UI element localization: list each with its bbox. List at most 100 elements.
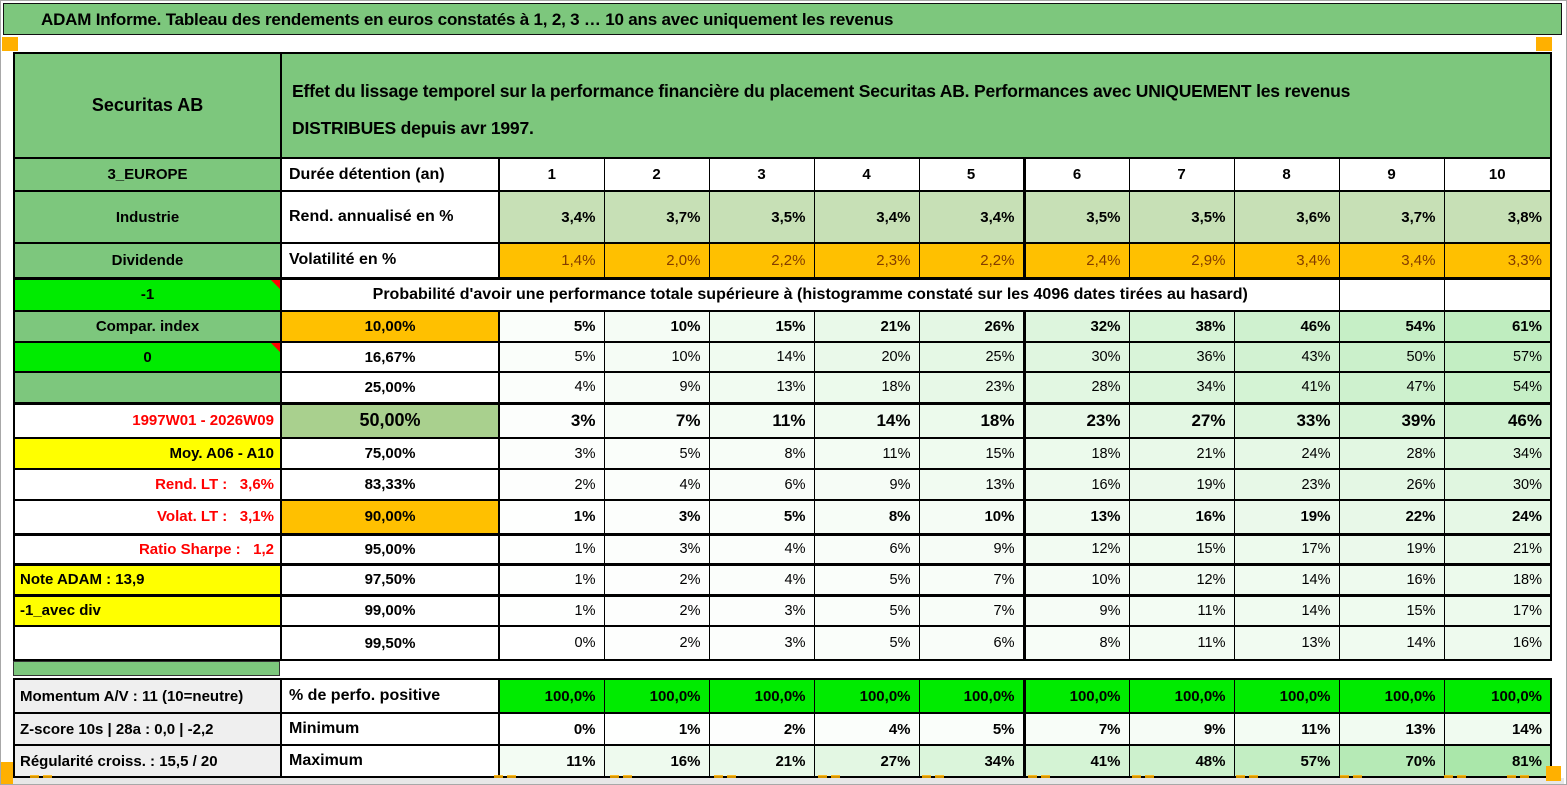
label-p99_5[interactable] bbox=[13, 625, 282, 661]
cell-p50-y8[interactable]: 33% bbox=[1233, 401, 1340, 439]
cell-p97_5-y9[interactable]: 16% bbox=[1338, 562, 1445, 596]
sublabel-p95[interactable]: 95,00% bbox=[280, 532, 500, 565]
cell-positive_perf-y9[interactable]: 100,0% bbox=[1338, 678, 1445, 714]
cell-volatility-y4[interactable]: 2,3% bbox=[813, 242, 920, 279]
cell-p25-y8[interactable]: 41% bbox=[1233, 371, 1340, 404]
title-banner-cell[interactable]: ADAM Informe. Tableau des rendements en … bbox=[3, 3, 1562, 35]
cell-p99_5-y10[interactable]: 16% bbox=[1443, 625, 1552, 661]
cell-annualized_return-y2[interactable]: 3,7% bbox=[603, 190, 710, 244]
cell-p25-y10[interactable]: 54% bbox=[1443, 371, 1552, 404]
cell-p99_5-y9[interactable]: 14% bbox=[1338, 625, 1445, 661]
cell-p99-y7[interactable]: 11% bbox=[1128, 593, 1235, 627]
label-p50[interactable]: 1997W01 - 2026W09 bbox=[13, 401, 282, 439]
cell-p16_67-y9[interactable]: 50% bbox=[1338, 341, 1445, 373]
label-p75[interactable]: Moy. A06 - A10 bbox=[13, 437, 282, 470]
cell-p16_67-y1[interactable]: 5% bbox=[498, 341, 605, 373]
cell-p83_33-y1[interactable]: 2% bbox=[498, 468, 605, 501]
fund-description-cell[interactable]: Effet du lissage temporel sur la perform… bbox=[280, 52, 1552, 159]
sublabel-p10[interactable]: 10,00% bbox=[280, 310, 500, 343]
cell-p97_5-y10[interactable]: 18% bbox=[1443, 562, 1552, 596]
cell-maximum-y3[interactable]: 21% bbox=[708, 744, 815, 778]
cell-positive_perf-y4[interactable]: 100,0% bbox=[813, 678, 920, 714]
cell-p25-y3[interactable]: 13% bbox=[708, 371, 815, 404]
cell-p16_67-y7[interactable]: 36% bbox=[1128, 341, 1235, 373]
cell-p75-y4[interactable]: 11% bbox=[813, 437, 920, 470]
cell-annualized_return-y9[interactable]: 3,7% bbox=[1338, 190, 1445, 244]
sublabel-p50[interactable]: 50,00% bbox=[280, 401, 500, 439]
cell-volatility-y7[interactable]: 2,9% bbox=[1128, 242, 1235, 279]
label-p10[interactable]: Compar. index bbox=[13, 310, 282, 343]
cell-p95-y7[interactable]: 15% bbox=[1128, 532, 1235, 565]
cell-p10-y2[interactable]: 10% bbox=[603, 310, 710, 343]
cell-minimum-y2[interactable]: 1% bbox=[603, 712, 710, 746]
cell-p25-y6[interactable]: 28% bbox=[1022, 371, 1130, 404]
sublabel-maximum[interactable]: Maximum bbox=[280, 744, 500, 778]
label-p97_5[interactable]: Note ADAM : 13,9 bbox=[13, 562, 282, 596]
cell-p10-y5[interactable]: 26% bbox=[918, 310, 1025, 343]
cell-p16_67-y4[interactable]: 20% bbox=[813, 341, 920, 373]
cell-positive_perf-y5[interactable]: 100,0% bbox=[918, 678, 1025, 714]
cell-p97_5-y7[interactable]: 12% bbox=[1128, 562, 1235, 596]
cell-p99-y6[interactable]: 9% bbox=[1022, 593, 1130, 627]
cell-p50-y2[interactable]: 7% bbox=[603, 401, 710, 439]
label-p95[interactable]: Ratio Sharpe : 1,2 bbox=[13, 532, 282, 565]
cell-p95-y5[interactable]: 9% bbox=[918, 532, 1025, 565]
cell-probability_header-empty-1[interactable] bbox=[1338, 276, 1445, 312]
cell-p99-y4[interactable]: 5% bbox=[813, 593, 920, 627]
cell-duration-y1[interactable]: 1 bbox=[498, 157, 605, 192]
cell-p50-y3[interactable]: 11% bbox=[708, 401, 815, 439]
cell-duration-y5[interactable]: 5 bbox=[918, 157, 1025, 192]
cell-p99-y9[interactable]: 15% bbox=[1338, 593, 1445, 627]
cell-maximum-y2[interactable]: 16% bbox=[603, 744, 710, 778]
cell-annualized_return-y7[interactable]: 3,5% bbox=[1128, 190, 1235, 244]
cell-p75-y10[interactable]: 34% bbox=[1443, 437, 1552, 470]
sublabel-p83_33[interactable]: 83,33% bbox=[280, 468, 500, 501]
cell-p75-y8[interactable]: 24% bbox=[1233, 437, 1340, 470]
cell-p90-y7[interactable]: 16% bbox=[1128, 499, 1235, 535]
cell-volatility-y1[interactable]: 1,4% bbox=[498, 242, 605, 279]
cell-p97_5-y6[interactable]: 10% bbox=[1022, 562, 1130, 596]
cell-p50-y9[interactable]: 39% bbox=[1338, 401, 1445, 439]
cell-p95-y1[interactable]: 1% bbox=[498, 532, 605, 565]
cell-p50-y7[interactable]: 27% bbox=[1128, 401, 1235, 439]
cell-positive_perf-y8[interactable]: 100,0% bbox=[1233, 678, 1340, 714]
cell-positive_perf-y7[interactable]: 100,0% bbox=[1128, 678, 1235, 714]
label-volatility[interactable]: Dividende bbox=[13, 242, 282, 279]
cell-p10-y3[interactable]: 15% bbox=[708, 310, 815, 343]
cell-annualized_return-y4[interactable]: 3,4% bbox=[813, 190, 920, 244]
cell-volatility-y10[interactable]: 3,3% bbox=[1443, 242, 1552, 279]
cell-maximum-y4[interactable]: 27% bbox=[813, 744, 920, 778]
cell-p90-y5[interactable]: 10% bbox=[918, 499, 1025, 535]
cell-p90-y8[interactable]: 19% bbox=[1233, 499, 1340, 535]
cell-p99_5-y5[interactable]: 6% bbox=[918, 625, 1025, 661]
cell-p90-y4[interactable]: 8% bbox=[813, 499, 920, 535]
cell-p97_5-y8[interactable]: 14% bbox=[1233, 562, 1340, 596]
cell-p99_5-y8[interactable]: 13% bbox=[1233, 625, 1340, 661]
sublabel-duration[interactable]: Durée détention (an) bbox=[280, 157, 500, 192]
cell-p16_67-y2[interactable]: 10% bbox=[603, 341, 710, 373]
cell-p99-y3[interactable]: 3% bbox=[708, 593, 815, 627]
cell-minimum-y7[interactable]: 9% bbox=[1128, 712, 1235, 746]
sublabel-minimum[interactable]: Minimum bbox=[280, 712, 500, 746]
cell-p10-y7[interactable]: 38% bbox=[1128, 310, 1235, 343]
cell-p99_5-y2[interactable]: 2% bbox=[603, 625, 710, 661]
cell-duration-y9[interactable]: 9 bbox=[1338, 157, 1445, 192]
sublabel-p75[interactable]: 75,00% bbox=[280, 437, 500, 470]
cell-p10-y6[interactable]: 32% bbox=[1022, 310, 1130, 343]
sublabel-probability_header[interactable]: Probabilité d'avoir une performance tota… bbox=[280, 276, 1340, 312]
cell-p97_5-y3[interactable]: 4% bbox=[708, 562, 815, 596]
cell-p90-y10[interactable]: 24% bbox=[1443, 499, 1552, 535]
cell-p75-y7[interactable]: 21% bbox=[1128, 437, 1235, 470]
cell-p97_5-y1[interactable]: 1% bbox=[498, 562, 605, 596]
cell-p97_5-y5[interactable]: 7% bbox=[918, 562, 1025, 596]
cell-p83_33-y3[interactable]: 6% bbox=[708, 468, 815, 501]
cell-maximum-y8[interactable]: 57% bbox=[1233, 744, 1340, 778]
cell-p25-y7[interactable]: 34% bbox=[1128, 371, 1235, 404]
cell-minimum-y3[interactable]: 2% bbox=[708, 712, 815, 746]
cell-p10-y4[interactable]: 21% bbox=[813, 310, 920, 343]
label-p90[interactable]: Volat. LT : 3,1% bbox=[13, 499, 282, 535]
cell-p75-y6[interactable]: 18% bbox=[1022, 437, 1130, 470]
cell-p75-y1[interactable]: 3% bbox=[498, 437, 605, 470]
cell-minimum-y10[interactable]: 14% bbox=[1443, 712, 1552, 746]
cell-p99-y10[interactable]: 17% bbox=[1443, 593, 1552, 627]
